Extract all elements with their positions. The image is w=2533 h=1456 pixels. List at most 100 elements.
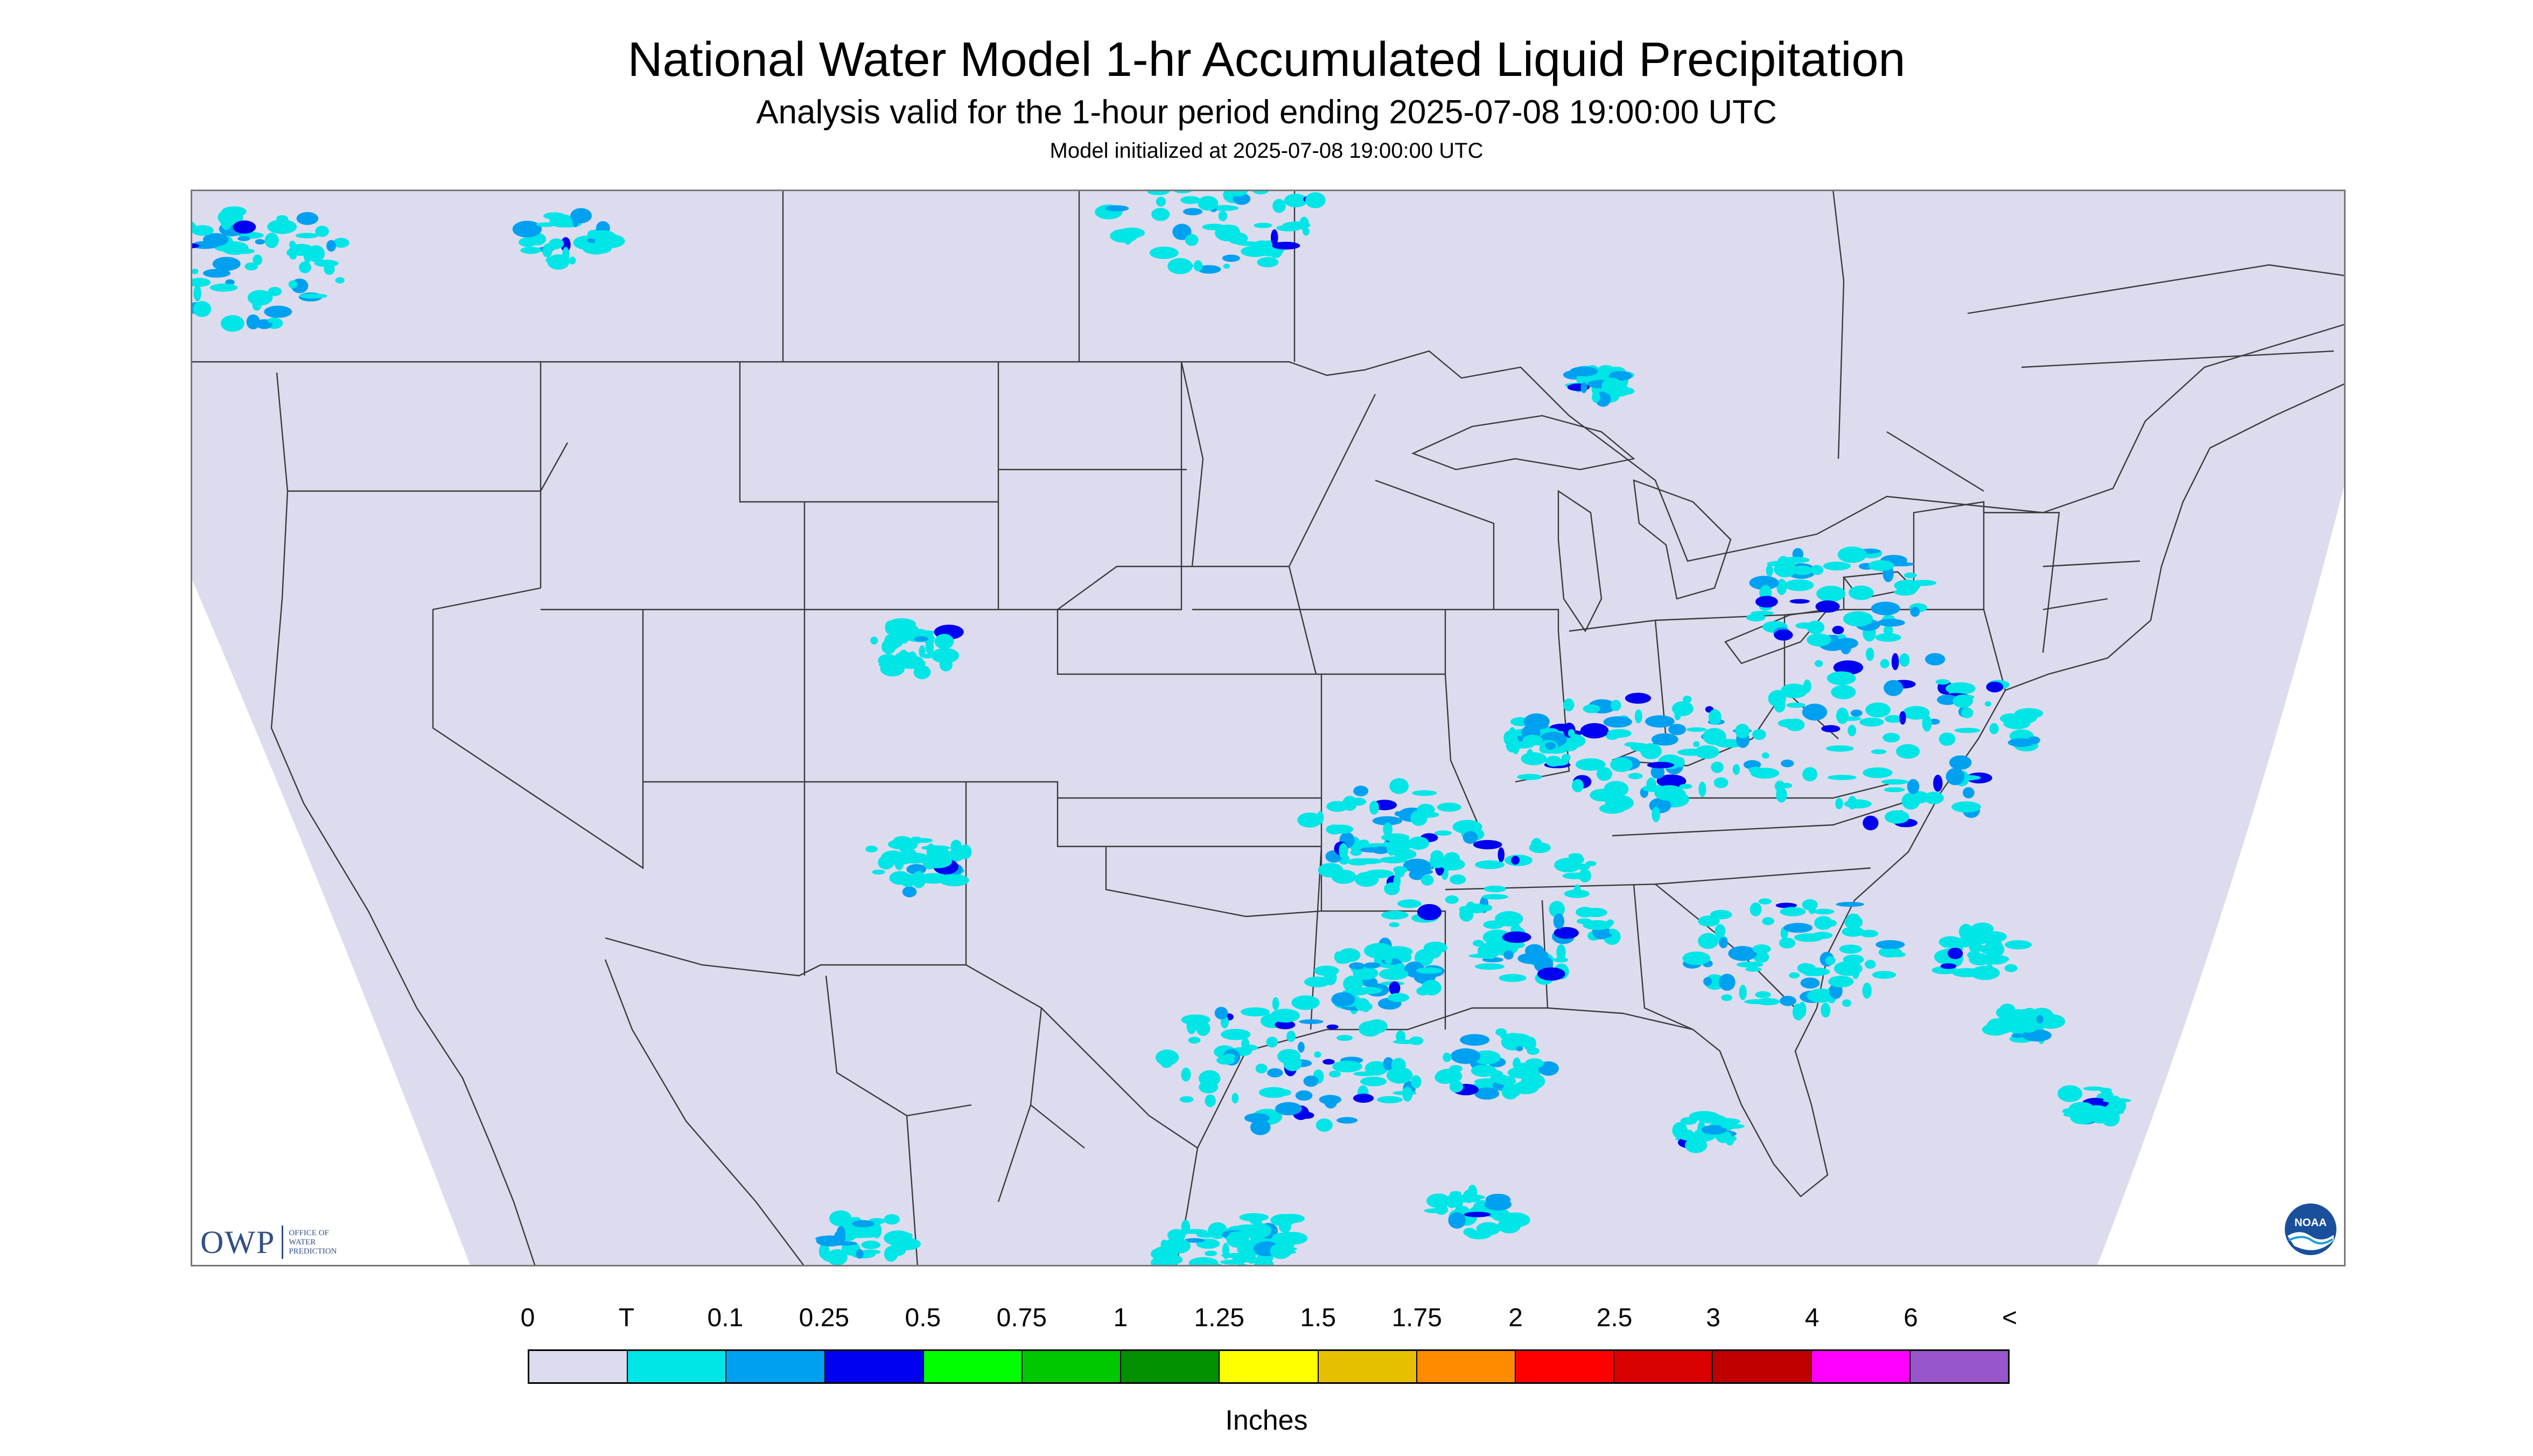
precip-cell: [1503, 950, 1514, 960]
precip-cell: [880, 850, 906, 865]
precip-cell: [1894, 579, 1921, 592]
precip-cell: [192, 268, 199, 275]
precip-cell: [220, 315, 244, 332]
lake-michigan: [1557, 489, 1603, 633]
precip-cell: [193, 301, 212, 317]
precip-cell: [1337, 959, 1349, 964]
precip-cell: [1864, 960, 1876, 969]
precip-cell: [1839, 944, 1862, 954]
legend-tick-label: T: [618, 1304, 635, 1332]
precip-cell: [940, 647, 953, 659]
precip-cell: [267, 219, 297, 234]
precip-cell: [1634, 709, 1642, 724]
precip-cell: [1871, 749, 1887, 754]
precip-cell: [1365, 1003, 1373, 1010]
baja-coast: [604, 959, 805, 1266]
precip-cell: [570, 208, 592, 223]
precip-cell: [1347, 858, 1370, 866]
precip-cell: [1516, 1046, 1523, 1052]
precip-cell: [1833, 660, 1864, 675]
precip-cell: [298, 261, 311, 274]
precip-cell: [1530, 838, 1543, 853]
legend-colorbar: [528, 1349, 2010, 1384]
precip-cell: [1167, 1229, 1186, 1242]
precip-cell: [1188, 1037, 1201, 1044]
precip-cell: [891, 632, 904, 648]
precip-cell: [1445, 895, 1459, 904]
legend-swatch: [1417, 1351, 1516, 1382]
precip-cell: [1884, 787, 1905, 793]
precip-cell: [1884, 680, 1904, 696]
precip-cell: [1568, 853, 1583, 859]
precip-cell: [1299, 1019, 1324, 1024]
legend-swatch: [825, 1351, 924, 1382]
precip-cell: [2083, 1086, 2105, 1091]
precip-cell: [1807, 620, 1825, 634]
precip-cell: [1323, 1059, 1335, 1065]
precip-cell: [1408, 836, 1430, 850]
precip-cell: [1701, 1125, 1727, 1135]
precip-cell: [1749, 576, 1779, 590]
legend-swatch: [1910, 1351, 2009, 1382]
legend-tick-label: 0: [520, 1304, 535, 1332]
precip-cell: [1553, 913, 1565, 929]
precip-cell: [1167, 258, 1193, 275]
precip-cell: [1802, 703, 1828, 721]
precip-cell: [1505, 1215, 1513, 1233]
precip-cell: [1182, 208, 1203, 215]
precip-cell: [1598, 933, 1612, 938]
precip-cell: [561, 237, 571, 253]
precip-cell: [1789, 599, 1810, 604]
precip-cell: [1939, 732, 1956, 746]
precip-cell: [1517, 774, 1543, 780]
precip-cell: [870, 636, 878, 645]
precip-cell: [1317, 811, 1324, 824]
precip-cell: [1650, 765, 1665, 779]
precip-cell: [884, 1214, 900, 1225]
precip-cell: [1397, 899, 1422, 908]
precip-cell: [2013, 710, 2038, 724]
precip-cell: [1414, 811, 1439, 818]
precip-cell: [1331, 992, 1355, 1007]
precip-cell: [191, 243, 200, 249]
precip-cell: [1198, 195, 1219, 211]
precip-cell: [2002, 1016, 2031, 1031]
precip-cell: [1305, 192, 1326, 208]
owp-logo-mark: OWP: [200, 1224, 276, 1260]
precip-cell: [1720, 1124, 1745, 1129]
precip-cell: [1498, 847, 1505, 863]
precip-cell: [1739, 984, 1747, 1000]
precip-cell: [1568, 741, 1580, 747]
legend-tick-label: 2.5: [1596, 1304, 1633, 1332]
precip-cell: [1868, 560, 1894, 571]
precip-cell: [1272, 997, 1279, 1011]
owp-logo-text: Office of Water Prediction: [289, 1229, 337, 1256]
precip-cell: [2004, 940, 2032, 950]
precip-cell: [1421, 979, 1442, 996]
precip-cell: [1645, 715, 1675, 728]
precip-cell: [1258, 1087, 1289, 1098]
precip-cell: [1835, 797, 1843, 809]
precip-cell: [1181, 1067, 1191, 1082]
precip-cell: [1254, 222, 1272, 228]
precip-cell: [904, 656, 924, 667]
precip-cell: [1708, 709, 1722, 725]
precip-cell: [1231, 1093, 1239, 1104]
precip-cell: [910, 628, 927, 635]
precip-cell: [1775, 902, 1797, 908]
precip-cell: [1164, 1238, 1182, 1251]
precip-cell: [888, 1243, 906, 1256]
precip-cell: [1239, 1213, 1269, 1222]
precip-cell: [1860, 929, 1879, 937]
precip-cell: [1679, 783, 1692, 789]
east-coast: [1816, 382, 2346, 1009]
precip-cell: [902, 886, 917, 898]
precip-cell: [1456, 1194, 1485, 1200]
precip-cell: [1379, 856, 1408, 864]
precip-cell: [1484, 885, 1507, 893]
precip-cell: [1774, 629, 1793, 641]
precip-cell: [1676, 757, 1685, 768]
precip-cell: [934, 634, 954, 649]
precip-cell: [1471, 1065, 1497, 1077]
precip-cell: [1151, 208, 1170, 221]
